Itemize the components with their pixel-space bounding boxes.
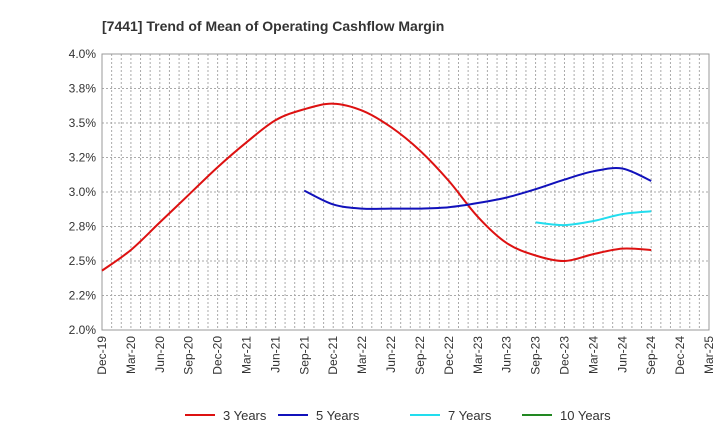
legend-label: 10 Years bbox=[560, 408, 611, 423]
x-tick-label: Mar-25 bbox=[702, 336, 716, 374]
x-tick-label: Jun-21 bbox=[268, 336, 282, 373]
y-tick-label: 3.5% bbox=[69, 116, 97, 130]
legend-label: 5 Years bbox=[316, 408, 360, 423]
y-tick-label: 2.0% bbox=[69, 323, 97, 337]
x-tick-label: Dec-21 bbox=[326, 336, 340, 375]
x-tick-label: Sep-20 bbox=[182, 336, 196, 375]
x-tick-label: Dec-24 bbox=[673, 336, 687, 375]
legend-label: 7 Years bbox=[448, 408, 492, 423]
y-tick-label: 4.0% bbox=[69, 47, 97, 61]
y-tick-label: 2.2% bbox=[69, 289, 97, 303]
x-tick-label: Dec-23 bbox=[557, 336, 571, 375]
x-axis: Dec-19 Mar-20 Jun-20 Sep-20 Dec-20 Mar-21 Jun-… bbox=[95, 336, 716, 375]
series-line bbox=[101, 102, 652, 272]
x-tick-label: Dec-20 bbox=[211, 336, 225, 375]
chart-title: [7441] Trend of Mean of Operating Cashfl… bbox=[102, 18, 444, 34]
x-tick-label: Mar-20 bbox=[124, 336, 138, 374]
legend: 3 Years 5 Years 7 Years 10 Years bbox=[185, 408, 611, 423]
x-tick-label: Jun-20 bbox=[153, 336, 167, 373]
series-line bbox=[303, 167, 652, 210]
x-tick-label: Jun-23 bbox=[500, 336, 514, 373]
y-tick-label: 2.8% bbox=[69, 220, 97, 234]
y-tick-label: 2.5% bbox=[69, 254, 97, 268]
x-tick-label: Dec-19 bbox=[95, 336, 109, 375]
x-tick-label: Mar-22 bbox=[355, 336, 369, 374]
y-tick-label: 3.0% bbox=[69, 185, 97, 199]
x-tick-label: Sep-22 bbox=[413, 336, 427, 375]
x-tick-label: Mar-21 bbox=[240, 336, 254, 374]
x-tick-label: Sep-21 bbox=[297, 336, 311, 375]
x-tick-label: Jun-22 bbox=[384, 336, 398, 373]
series-line bbox=[535, 210, 652, 227]
y-tick-label: 3.8% bbox=[69, 82, 97, 96]
y-axis: 4.0% 3.8% 3.5% 3.2% 3.0% 2.8% 2.5% 2.2% 2.0% bbox=[69, 47, 97, 337]
x-tick-label: Jun-24 bbox=[615, 336, 629, 373]
x-tick-label: Dec-22 bbox=[442, 336, 456, 375]
x-tick-label: Mar-23 bbox=[471, 336, 485, 374]
y-tick-label: 3.2% bbox=[69, 151, 97, 165]
grid bbox=[102, 54, 709, 330]
x-tick-label: Mar-24 bbox=[586, 336, 600, 374]
plot-area-frame bbox=[101, 53, 710, 331]
legend-label: 3 Years bbox=[223, 408, 267, 423]
x-tick-label: Sep-23 bbox=[529, 336, 543, 375]
series-lines bbox=[101, 102, 652, 272]
x-tick-label: Sep-24 bbox=[644, 336, 658, 375]
